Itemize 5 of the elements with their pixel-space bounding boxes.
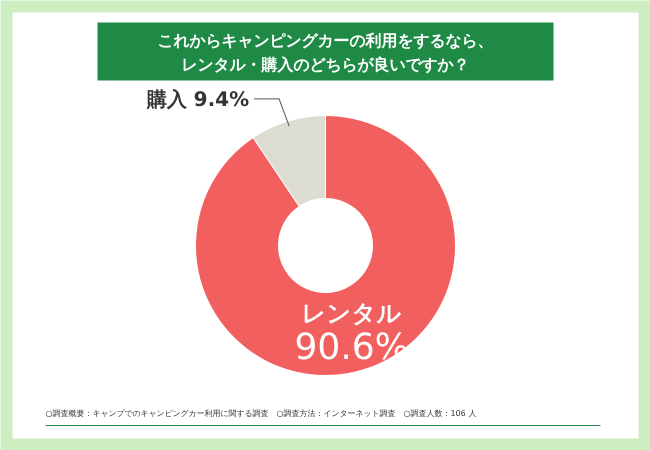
slice-label: 購入: [146, 86, 188, 111]
data-label: 9.4%: [194, 86, 250, 111]
slice-label: レンタル: [302, 300, 402, 328]
text: ○調査概要：キャンプでのキャンピングカー利用に関する調査 ○調査方法：インターネット調査 ○調査人数：106 人: [46, 409, 476, 418]
chart-title: これからキャンピングカーの利用をするなら、レンタル・購入のどちらが良いですか？: [158, 31, 494, 74]
